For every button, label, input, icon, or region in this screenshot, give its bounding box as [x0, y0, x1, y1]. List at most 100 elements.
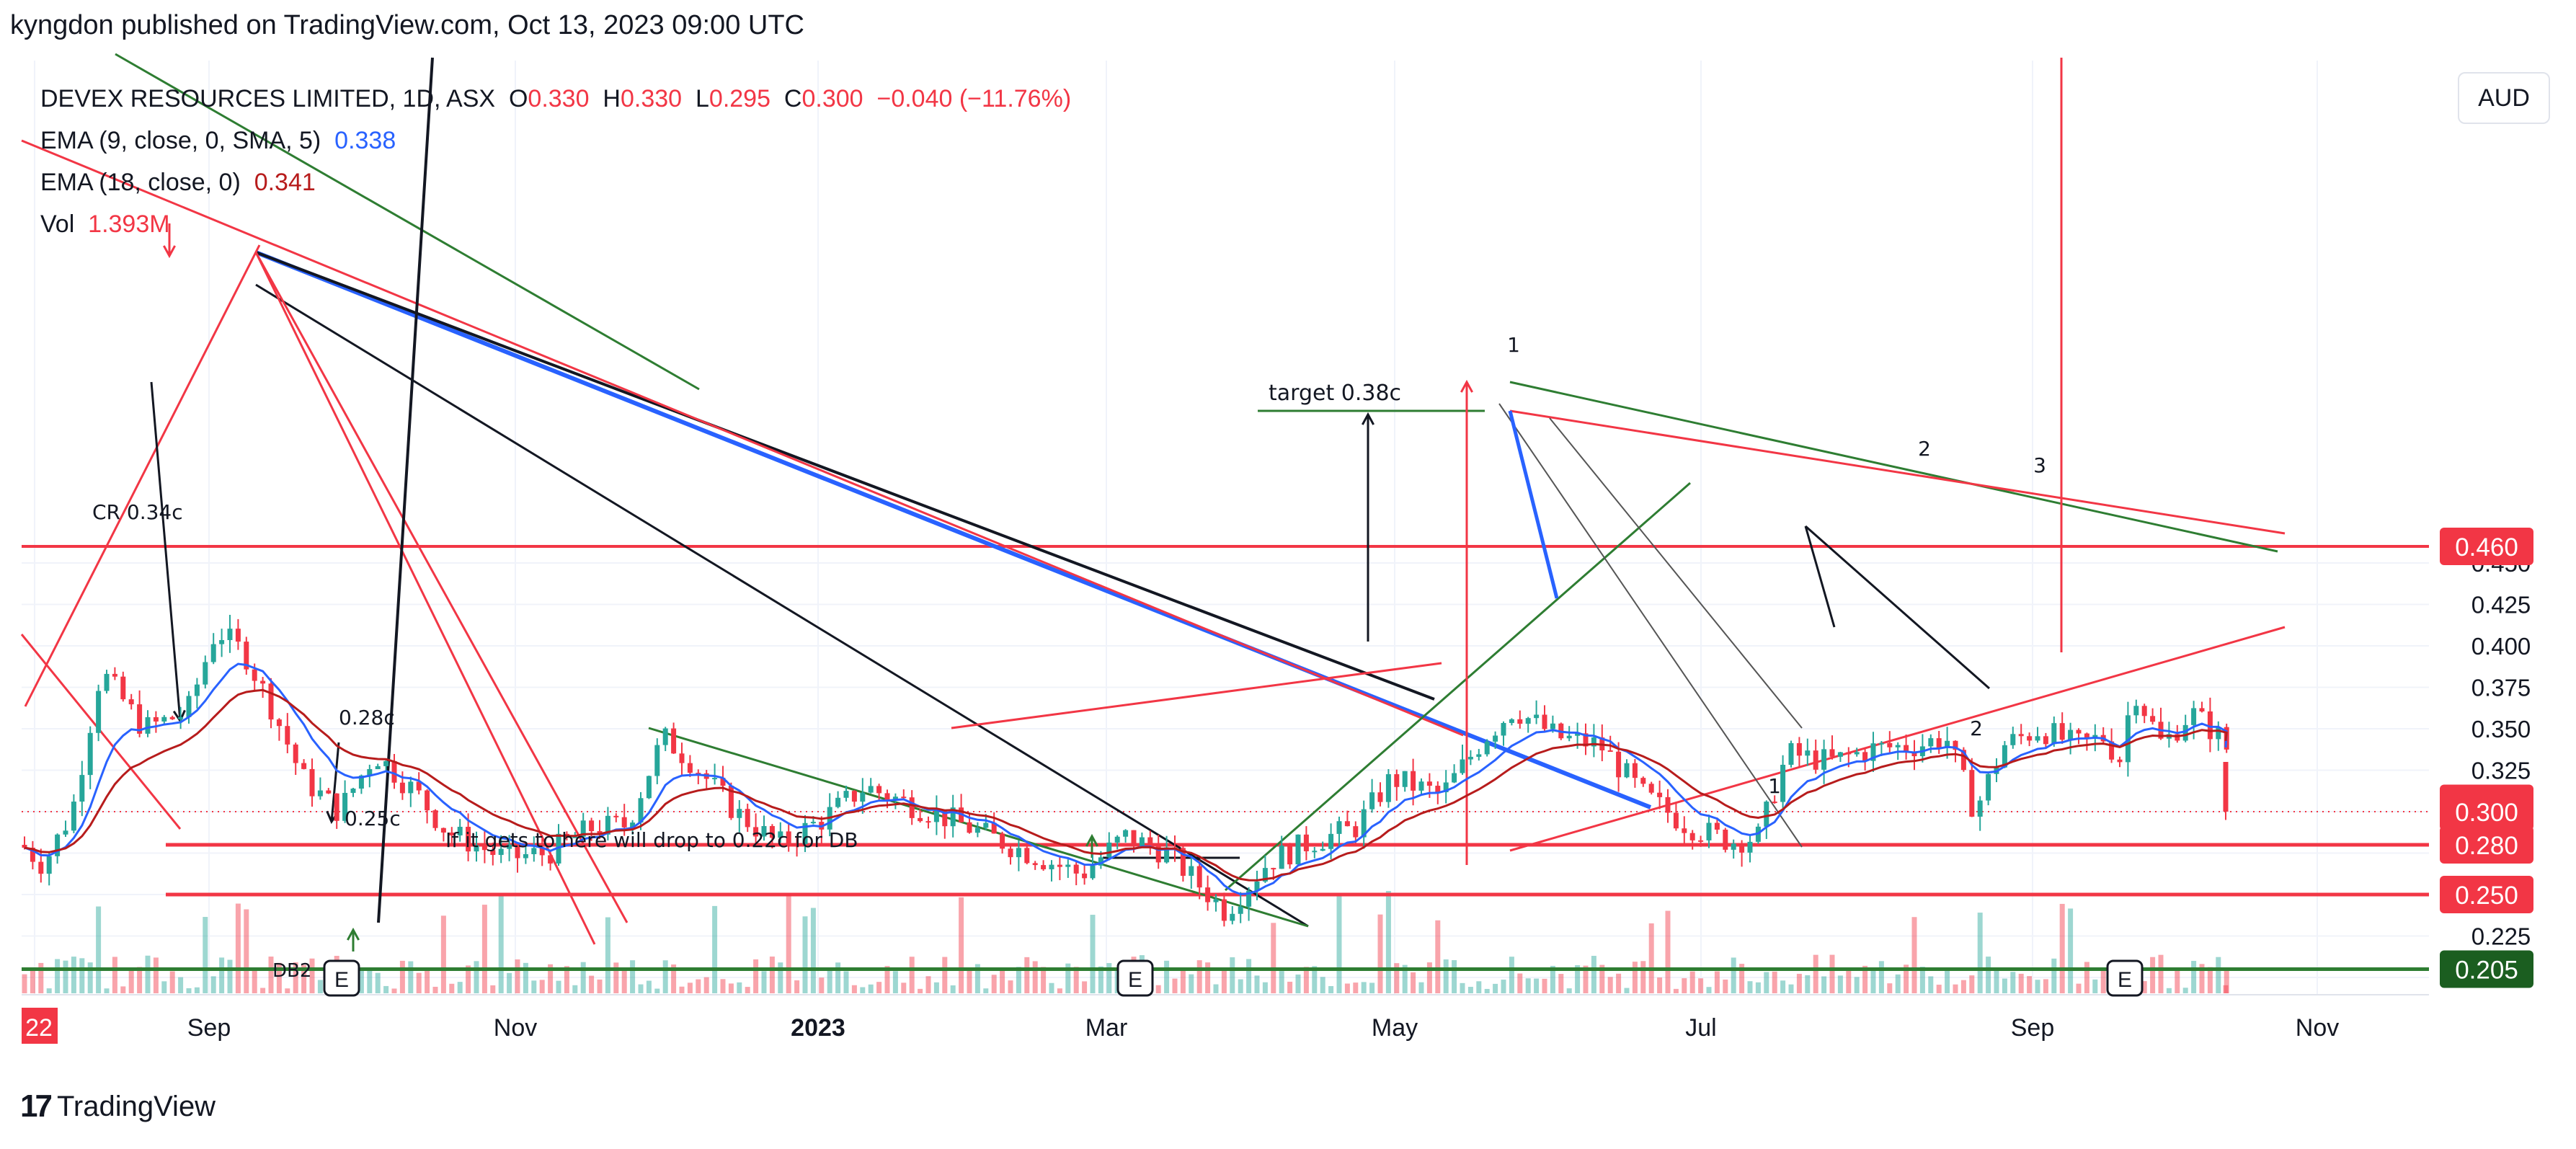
candle-body: [1065, 864, 1071, 867]
volume-bar: [1558, 974, 1564, 993]
candle-body: [892, 797, 898, 801]
volume-bar: [1476, 981, 1482, 993]
volume-bar: [548, 964, 554, 993]
volume-bar: [440, 915, 446, 993]
volume-bar: [1747, 981, 1753, 993]
volume-bar: [835, 962, 841, 993]
legend-ema2-row[interactable]: EMA (18, close, 0) 0.341: [40, 161, 1071, 203]
candle-body: [794, 843, 800, 845]
candle-body: [2092, 735, 2098, 738]
candle-body: [1131, 830, 1137, 846]
volume-bar: [449, 983, 455, 993]
legend-ema1-row[interactable]: EMA (9, close, 0, SMA, 5) 0.338: [40, 120, 1071, 161]
candle-body: [1632, 763, 1638, 778]
tradingview-logo[interactable]: 17 TradingView: [20, 1088, 216, 1124]
volume-bar: [1706, 987, 1712, 993]
volume-bar: [1303, 967, 1309, 993]
volume-bar: [1426, 962, 1432, 993]
volume-bar: [1837, 975, 1843, 993]
volume-bar: [186, 988, 192, 993]
legend-symbol-row: DEVEX RESOURCES LIMITED, 1D, ASX O0.330 …: [40, 78, 1071, 120]
volume-bar: [1542, 978, 1547, 993]
volume-bar: [1312, 966, 1318, 993]
volume-bar: [1467, 987, 1473, 993]
candle-body: [1394, 774, 1400, 787]
candle-body: [55, 834, 61, 856]
candle-body: [1911, 751, 1917, 757]
candle-body: [161, 717, 167, 722]
candle-body: [1164, 847, 1170, 863]
annotation-drop-note: If it gets to here will drop to 0.22c fo…: [445, 828, 858, 852]
trendline-red-upper: [1509, 409, 2286, 535]
trendline-blue-short: [1508, 410, 1559, 599]
volume-bar: [169, 971, 175, 993]
volume-bar: [1821, 976, 1827, 993]
candle-body: [1189, 866, 1194, 877]
legend-vol-row[interactable]: Vol 1.393M: [40, 203, 1071, 245]
volume-bar: [2084, 962, 2089, 993]
candle-body: [1648, 784, 1654, 793]
volume-bar: [1262, 982, 1268, 993]
candle-body: [1008, 848, 1013, 858]
volume-bar: [1287, 981, 1293, 993]
candle-body: [1772, 802, 1777, 804]
volume-bar: [1452, 959, 1457, 993]
candle-body: [728, 786, 734, 818]
candle-body: [1525, 718, 1531, 724]
candle-body: [440, 828, 446, 833]
candle-body: [1246, 890, 1252, 907]
volume-bar: [572, 985, 578, 993]
volume-bar: [786, 895, 791, 993]
volume-bar: [1394, 963, 1400, 993]
legend-o-label: O: [508, 85, 528, 112]
candle-body: [918, 817, 923, 822]
volume-bar: [761, 971, 767, 993]
volume-bar: [589, 975, 595, 993]
y-tick-label: 0.400: [2471, 633, 2531, 660]
volume-bar: [646, 980, 652, 993]
volume-bar: [2166, 988, 2172, 993]
candle-body: [1139, 837, 1145, 846]
trendline-red-4: [254, 252, 629, 923]
trendline-green-lower: [648, 727, 1309, 928]
candle-body: [1484, 741, 1490, 755]
volume-bar: [1878, 961, 1884, 993]
volume-bar: [2035, 980, 2040, 993]
annotation-wave-1b: 1: [1768, 774, 1781, 798]
candle-body: [449, 832, 455, 835]
candle-body: [1155, 846, 1161, 863]
currency-button[interactable]: AUD: [2458, 72, 2550, 124]
volume-bar: [1583, 965, 1589, 993]
volume-bar: [613, 962, 619, 993]
volume-bar: [96, 906, 102, 993]
annotation-wave-2a: 2: [1918, 437, 1931, 461]
candle-body: [145, 717, 151, 734]
candle-body: [1813, 750, 1818, 770]
candle-body: [317, 790, 323, 797]
candle-body: [745, 809, 750, 828]
candle-body: [2223, 762, 2229, 812]
candle-body: [712, 778, 718, 780]
volume-bar: [1928, 976, 1934, 993]
volume-bar: [2182, 988, 2188, 993]
x-tick-label: Mar: [1085, 1014, 1128, 1042]
volume-bar: [507, 972, 512, 993]
candle-body: [621, 817, 627, 828]
earnings-marker: [2106, 959, 2144, 997]
price-label-text: 0.460: [2455, 533, 2518, 562]
candle-body: [810, 822, 816, 824]
candle-body: [1320, 848, 1325, 851]
candle-body: [843, 791, 849, 798]
candle-body: [1624, 763, 1630, 778]
volume-bar: [1772, 971, 1777, 993]
trendline-green-top: [115, 53, 700, 391]
candle-body: [1723, 829, 1728, 850]
candle-body: [1550, 723, 1555, 729]
volume-bar: [210, 976, 216, 993]
candle-body: [391, 760, 397, 783]
price-label-box: [2440, 876, 2533, 913]
candle-body: [1796, 742, 1802, 756]
annotation-028: 0.28c: [339, 706, 395, 729]
